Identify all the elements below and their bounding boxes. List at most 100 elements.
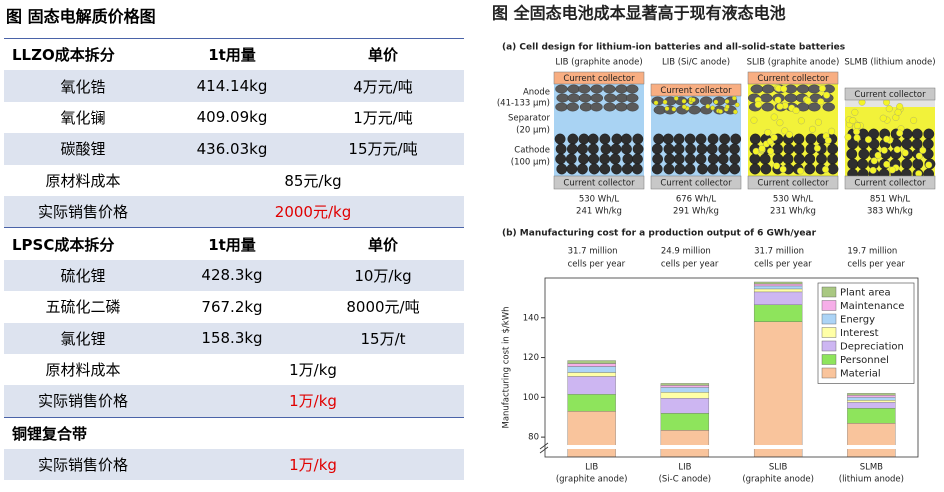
electrolyte-particle xyxy=(779,165,787,173)
legend-swatch xyxy=(821,327,837,338)
electrolyte-particle xyxy=(809,125,816,133)
legend-swatch xyxy=(821,300,837,311)
bar-segment xyxy=(567,372,616,377)
anode-particle xyxy=(567,84,580,94)
electrolyte-particle xyxy=(853,128,861,136)
cathode-particle xyxy=(684,153,696,165)
cathode-particle xyxy=(695,153,707,165)
cathode-particle xyxy=(816,153,827,165)
table-cell: 1万/kg xyxy=(162,385,464,418)
si-particle xyxy=(732,109,738,115)
bar-segment xyxy=(753,291,803,305)
energy-density-volume: 851 Wh/L xyxy=(870,195,911,205)
electrolyte-particle xyxy=(880,146,888,154)
cathode-particle xyxy=(587,143,599,155)
cathode-particle xyxy=(911,128,923,140)
si-particle xyxy=(731,95,737,101)
cell-diagram xyxy=(554,84,644,176)
cathode-particle xyxy=(858,148,870,160)
table-cell: 436.03kg xyxy=(162,133,302,165)
electrolyte-particle xyxy=(915,152,923,160)
layer-label: Anode xyxy=(523,88,550,98)
bar-segment xyxy=(753,304,803,322)
bar-segment xyxy=(660,413,710,431)
electrolyte-particle xyxy=(758,144,766,152)
table-row: 氧化镧 409.09kg 1万元/吨 xyxy=(4,102,464,133)
table-title: 图 固态电解质价格图 xyxy=(6,7,156,26)
table-cell: 8000元/吨 xyxy=(346,298,420,317)
annotation: cells per year xyxy=(568,260,626,270)
anode-particle xyxy=(615,102,628,112)
electrolyte-particle xyxy=(792,107,800,115)
electrolyte-particle xyxy=(879,114,887,122)
cathode-particle xyxy=(707,133,719,145)
price-table-panel: 图 固态电解质价格图 LLZO成本拆分 1t用量 单价 氧化锆 414.14kg 4万元/… xyxy=(0,0,470,492)
collector-label: Current collector xyxy=(854,179,926,189)
cell-diagram xyxy=(748,84,839,176)
table-row: 实际销售价格 1万/kg xyxy=(4,449,464,481)
table-cell: 氧化镧 xyxy=(60,108,106,127)
si-particle xyxy=(673,96,679,101)
separator xyxy=(748,113,838,133)
bar-segment xyxy=(660,383,710,386)
bar-segment xyxy=(847,408,896,424)
axis-break xyxy=(539,445,918,449)
cathode-particle xyxy=(577,143,588,155)
cathode-particle xyxy=(566,163,578,175)
cathode-particle xyxy=(674,163,686,175)
table-cell: 409.09kg xyxy=(196,108,268,127)
bar-segment xyxy=(753,321,803,457)
bar-segment xyxy=(567,394,616,412)
electrolyte-particle xyxy=(844,133,852,141)
collector-label: Current collector xyxy=(660,86,732,96)
cathode-particle xyxy=(554,133,566,145)
table-cell: 实际销售价格 xyxy=(4,195,162,228)
bar-segment xyxy=(660,398,710,414)
cathode-particle xyxy=(620,133,632,145)
cathode-particle xyxy=(632,143,644,155)
electrolyte-particle xyxy=(824,137,832,144)
si-particle xyxy=(718,109,723,114)
table-cell: 1t用量 xyxy=(162,227,302,260)
y-axis-title: Manufacturing cost in $/kWh xyxy=(502,306,512,428)
cathode-particle xyxy=(783,143,795,155)
table-row: 硫化锂 428.3kg 10万/kg xyxy=(4,259,464,292)
anode-particle xyxy=(822,102,835,112)
collector-label: Current collector xyxy=(563,74,635,84)
electrolyte-particle xyxy=(767,147,775,155)
cell-name: SLIB (graphite anode) xyxy=(747,58,840,68)
electrolyte-particle xyxy=(819,85,826,92)
bar-segment xyxy=(753,283,803,287)
bar-segment xyxy=(847,395,896,398)
anode-particle xyxy=(556,93,569,103)
cathode-particle xyxy=(621,163,633,175)
electrolyte-particle xyxy=(874,151,882,159)
table-cell: 碳酸锂 xyxy=(4,133,162,165)
annotation: 24.9 million xyxy=(661,247,711,257)
table-cell: 1t用量 xyxy=(162,38,302,71)
collector-label: Current collector xyxy=(854,90,926,100)
collector-label: Current collector xyxy=(660,179,732,189)
electrolyte-particle xyxy=(854,122,861,130)
cathode-particle xyxy=(697,163,708,175)
cathode-particle xyxy=(632,133,644,145)
y-tick-label: 140 xyxy=(523,313,539,323)
anode-particle xyxy=(566,102,579,112)
table-header-row: LLZO成本拆分 1t用量 单价 xyxy=(4,38,464,71)
cathode-particle xyxy=(555,143,567,155)
table-cell: 单价 xyxy=(302,227,464,260)
bar-segment xyxy=(753,281,803,285)
anode-particle xyxy=(626,93,639,103)
cathode-particle xyxy=(857,158,869,170)
cathode-particle xyxy=(578,133,590,145)
electrolyte-particle xyxy=(750,116,758,124)
legend-swatch xyxy=(821,354,837,365)
table-row: 原材料成本 85元/kg xyxy=(4,165,464,196)
bar-segment xyxy=(660,392,710,399)
cathode-particle xyxy=(827,163,839,175)
cathode-particle xyxy=(664,153,675,165)
electrolyte-particle xyxy=(773,162,781,170)
cathode-particle xyxy=(632,153,643,165)
top-collector xyxy=(844,87,936,101)
x-tick-note: (graphite anode) xyxy=(742,475,814,485)
